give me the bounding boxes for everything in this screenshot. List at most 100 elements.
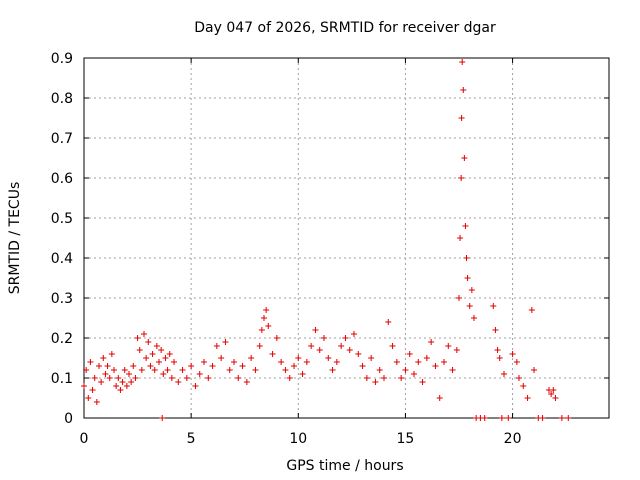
axis-tick-labels: 0 0.1 0.2 0.3 0.4 0.5 0.6 0.7 0.8 0.9 0 5 10 15 20 bbox=[51, 51, 522, 447]
data-point bbox=[457, 235, 464, 241]
data-point bbox=[282, 367, 289, 373]
data-point bbox=[550, 387, 557, 393]
data-point bbox=[359, 363, 366, 369]
data-point bbox=[501, 371, 507, 377]
data-point bbox=[381, 375, 387, 381]
data-point bbox=[436, 395, 443, 401]
data-point bbox=[201, 359, 207, 365]
data-point bbox=[102, 371, 109, 377]
data-point bbox=[516, 375, 522, 381]
data-point bbox=[552, 395, 559, 401]
y-tick-label: 0.3 bbox=[51, 291, 73, 307]
data-point bbox=[108, 351, 115, 357]
data-point bbox=[205, 375, 212, 381]
x-tick-label: 0 bbox=[80, 431, 89, 447]
data-point bbox=[265, 323, 272, 329]
data-point bbox=[505, 415, 512, 421]
data-point bbox=[132, 375, 139, 381]
data-point bbox=[263, 307, 270, 313]
data-point bbox=[325, 355, 332, 361]
data-point bbox=[372, 379, 379, 385]
data-point bbox=[168, 375, 175, 381]
data-point bbox=[299, 371, 306, 377]
data-point bbox=[160, 371, 167, 377]
data-point bbox=[471, 315, 477, 321]
axis-ticks bbox=[83, 57, 609, 419]
data-point bbox=[462, 223, 469, 229]
data-point bbox=[164, 367, 171, 373]
data-point bbox=[100, 355, 107, 361]
data-point bbox=[415, 359, 422, 365]
data-point bbox=[402, 367, 409, 373]
data-point bbox=[346, 347, 353, 353]
data-point bbox=[303, 359, 310, 365]
chart-title: Day 047 of 2026, SRMTID for receiver dga… bbox=[194, 20, 496, 36]
data-point bbox=[192, 383, 199, 389]
data-point bbox=[355, 351, 362, 357]
data-point bbox=[91, 375, 98, 381]
x-tick-label: 15 bbox=[397, 431, 415, 447]
data-point bbox=[419, 379, 426, 385]
data-point bbox=[492, 327, 499, 333]
data-point bbox=[159, 415, 166, 421]
data-point bbox=[96, 363, 102, 369]
data-point bbox=[179, 367, 186, 373]
data-point bbox=[490, 303, 497, 309]
data-point bbox=[548, 391, 555, 397]
x-axis-label: GPS time / hours bbox=[286, 458, 403, 474]
data-point bbox=[432, 363, 439, 369]
data-point bbox=[494, 347, 501, 353]
data-point bbox=[183, 375, 190, 381]
y-axis-label: SRMTID / TECUs bbox=[7, 182, 23, 295]
data-point bbox=[87, 359, 94, 365]
data-point bbox=[464, 275, 471, 281]
data-point bbox=[498, 415, 505, 421]
data-point bbox=[481, 415, 488, 421]
data-point bbox=[411, 371, 417, 377]
data-point bbox=[468, 287, 475, 293]
data-point bbox=[460, 87, 467, 93]
y-tick-label: 0 bbox=[64, 411, 73, 427]
data-point bbox=[231, 359, 237, 365]
data-point bbox=[81, 383, 87, 389]
data-point bbox=[141, 331, 147, 337]
data-point bbox=[428, 339, 435, 345]
data-point bbox=[385, 319, 392, 325]
data-point bbox=[261, 315, 267, 321]
data-point bbox=[258, 327, 265, 333]
data-point bbox=[226, 367, 233, 373]
data-point bbox=[351, 331, 357, 337]
data-point bbox=[119, 379, 126, 385]
data-point bbox=[113, 383, 120, 389]
data-point bbox=[252, 367, 259, 373]
data-point bbox=[126, 371, 132, 377]
data-point bbox=[248, 355, 255, 361]
data-point bbox=[496, 355, 503, 361]
data-point bbox=[218, 355, 225, 361]
data-point bbox=[520, 383, 527, 389]
data-point bbox=[456, 295, 462, 301]
data-point bbox=[565, 415, 572, 421]
x-tick-label: 5 bbox=[187, 431, 196, 447]
data-point bbox=[509, 351, 516, 357]
data-point bbox=[338, 343, 345, 349]
data-point bbox=[239, 363, 246, 369]
data-point bbox=[117, 387, 124, 393]
data-point bbox=[196, 371, 203, 377]
data-point bbox=[342, 335, 349, 341]
data-point bbox=[376, 367, 383, 373]
y-tick-label: 0.7 bbox=[51, 131, 73, 147]
data-point bbox=[111, 367, 117, 373]
data-point bbox=[333, 359, 340, 365]
y-tick-label: 0.8 bbox=[51, 91, 73, 107]
data-point bbox=[449, 367, 456, 373]
data-point bbox=[156, 359, 162, 365]
data-point bbox=[291, 363, 297, 369]
data-point bbox=[308, 343, 315, 349]
data-point bbox=[531, 367, 537, 373]
data-point bbox=[524, 395, 531, 401]
data-point bbox=[243, 379, 250, 385]
y-tick-label: 0.5 bbox=[51, 211, 73, 227]
